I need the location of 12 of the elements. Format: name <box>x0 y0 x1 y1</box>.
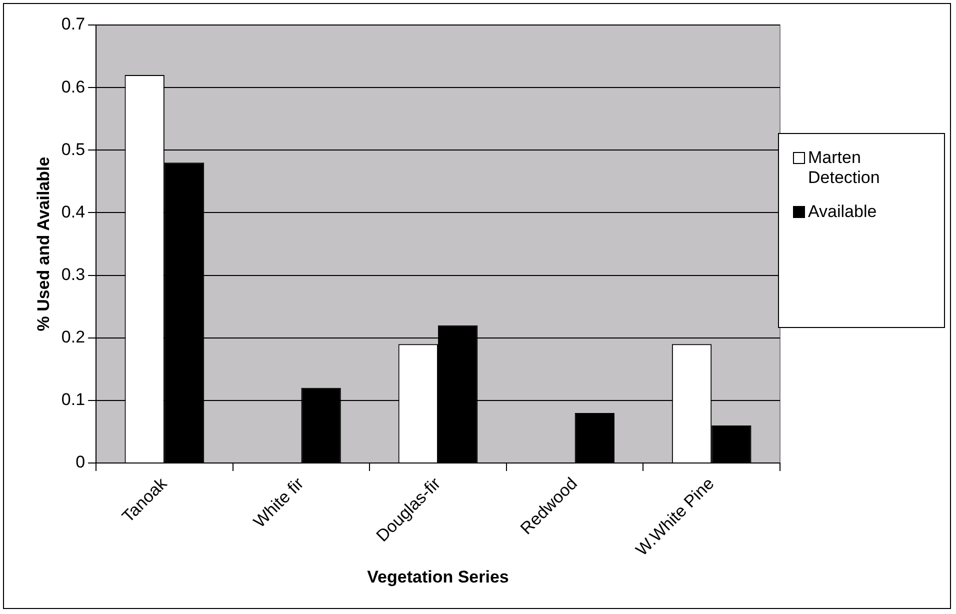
legend-label: Marten Detection <box>808 148 881 188</box>
x-axis-title: Vegetation Series <box>367 567 509 586</box>
legend-label: Available <box>808 202 877 222</box>
y-tick-label: 0.6 <box>61 77 86 96</box>
y-tick-label: 0.5 <box>61 140 86 159</box>
y-axis-title: % Used and Available <box>34 156 53 332</box>
y-tick-label: 0.4 <box>61 202 86 222</box>
y-tick-label: 0.1 <box>61 390 86 410</box>
y-tick-label: 0 <box>76 452 86 472</box>
y-tick-label: 0.7 <box>61 14 86 34</box>
y-tick-label: 0.3 <box>61 264 86 284</box>
y-tick-label: 0.2 <box>61 328 86 347</box>
